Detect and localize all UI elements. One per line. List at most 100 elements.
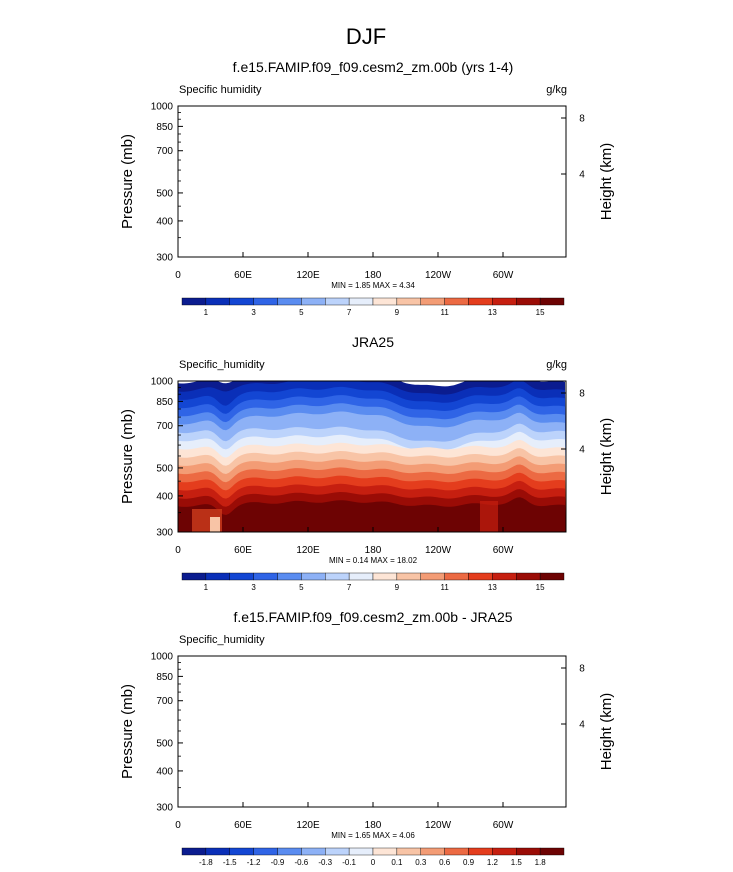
y-tick-label: 1000 [151,652,174,663]
colorbar-label: -1.2 [247,858,261,867]
y-tick-label: 850 [156,397,173,408]
y2-tick-label: 4 [579,445,585,456]
contour-band-15 [178,497,566,532]
colorbar-swatch [205,572,230,581]
x-tick-label: 120E [296,820,320,831]
y-tick-label: 850 [156,672,173,683]
filled-contours [178,381,566,532]
panel-title: f.e15.FAMIP.f09_f09.cesm2_zm.00b (yrs 1-… [233,59,514,75]
colorbar-swatch [325,847,350,856]
colorbar-label: 1.5 [511,858,523,867]
x-tick-label: 180 [365,545,382,556]
x-tick-label: 60E [234,545,252,556]
colorbar-swatch [325,297,350,306]
colorbar-label: 7 [347,308,352,317]
colorbar-label: 3 [251,583,256,592]
colorbar-label: 1.8 [535,858,547,867]
colorbar-swatch [420,297,445,306]
x-tick-label: 120E [296,545,320,556]
colorbar-swatch [492,297,517,306]
colorbar-swatch [420,847,445,856]
y2-tick-label: 8 [579,114,585,125]
colorbar-label: 15 [536,583,545,592]
plot-frame [177,655,567,808]
colorbar-swatch [444,847,469,856]
y2-axis-label: Height (km) [598,143,615,221]
y2-tick-label: 8 [579,664,585,675]
colorbar-label: 5 [299,583,304,592]
colorbar-swatch [277,847,302,856]
colorbar-swatch [301,847,326,856]
panels-group: f.e15.FAMIP.f09_f09.cesm2_zm.00b (yrs 1-… [119,59,615,867]
colorbar-swatch [205,297,230,306]
colorbar-label: 0 [371,858,376,867]
y-tick-label: 500 [156,188,173,199]
panel-title: JRA25 [352,334,394,350]
panel-3: f.e15.FAMIP.f09_f09.cesm2_zm.00b - JRA25… [119,609,615,867]
y-tick-label: 700 [156,421,173,432]
y-axis-label: Pressure (mb) [119,134,136,229]
panel-1: f.e15.FAMIP.f09_f09.cesm2_zm.00b (yrs 1-… [119,59,615,317]
colorbar-swatch [181,572,207,581]
colorbar-label: -1.5 [223,858,237,867]
x-tick-label: 120W [425,545,452,556]
colorbar-swatch [277,572,302,581]
y2-tick-label: 4 [579,720,585,731]
x-tick-label: 60W [493,270,514,281]
y-tick-label: 500 [156,738,173,749]
x-tick-label: 60W [493,545,514,556]
min-max-stats: MIN = 1.65 MAX = 4.06 [331,831,415,840]
colorbar-swatch [301,572,326,581]
panel-title: f.e15.FAMIP.f09_f09.cesm2_zm.00b - JRA25 [233,609,512,625]
y2-axis-label: Height (km) [598,418,615,496]
colorbar-label: 1.2 [487,858,499,867]
x-tick-label: 0 [175,545,181,556]
colorbar-swatch [229,572,254,581]
colorbar-swatch [492,572,517,581]
y-tick-label: 500 [156,463,173,474]
colorbar-label: 11 [440,583,449,592]
colorbar-label: 0.3 [415,858,427,867]
colorbar-label: 11 [440,308,449,317]
x-tick-label: 120W [425,820,452,831]
colorbar-swatch [492,847,517,856]
y-tick-label: 850 [156,122,173,133]
contour-intrusion-2 [480,501,498,532]
figure-title: DJF [346,24,386,49]
x-tick-label: 0 [175,270,181,281]
colorbar-swatch [348,847,374,856]
colorbar-swatch [516,572,541,581]
colorbar-swatch [253,847,278,856]
colorbar-swatch [539,572,565,581]
x-tick-label: 0 [175,820,181,831]
y-tick-label: 700 [156,696,173,707]
plot-frame [177,105,567,258]
colorbar-label: 7 [347,583,352,592]
x-tick-label: 60W [493,820,514,831]
y-tick-label: 300 [156,253,173,264]
colorbar-swatch [301,297,326,306]
colorbar-label: 9 [395,583,400,592]
y2-axis-label: Height (km) [598,693,615,771]
colorbar-swatch [396,847,421,856]
x-tick-label: 60E [234,820,252,831]
colorbar-swatch [181,297,207,306]
plot-frame [177,380,567,533]
colorbar-swatch [253,572,278,581]
min-max-stats: MIN = 0.14 MAX = 18.02 [329,556,418,565]
colorbar-swatch [444,297,469,306]
colorbar-label: 15 [536,308,545,317]
colorbar-label: 0.1 [391,858,403,867]
colorbar-label: -0.1 [342,858,356,867]
colorbar-label: 13 [488,308,497,317]
colorbar-swatch [253,297,278,306]
colorbar-label: -1.8 [199,858,213,867]
colorbar-label: 9 [395,308,400,317]
y-tick-label: 400 [156,216,173,227]
colorbar-swatch [277,297,302,306]
colorbar-swatch [468,572,493,581]
y2-tick-label: 8 [579,389,585,400]
colorbar-label: -0.3 [318,858,332,867]
